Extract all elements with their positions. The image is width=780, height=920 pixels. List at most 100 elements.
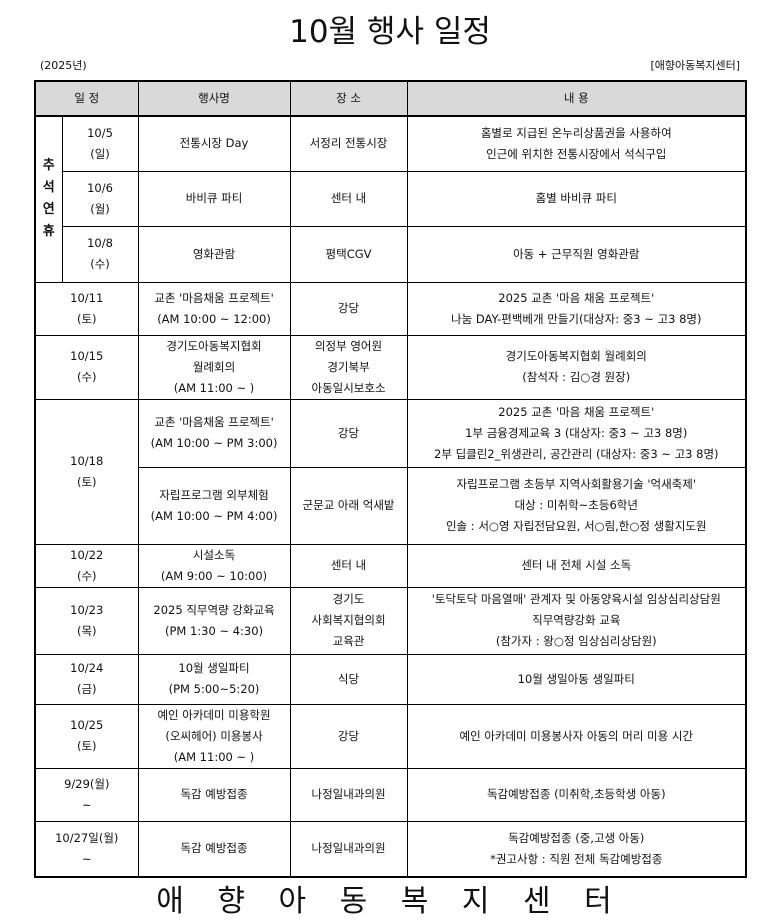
date-cell-line: ~ xyxy=(81,851,92,866)
event-cell-line: (PM 5:00~5:20) xyxy=(168,682,260,696)
place-cell: 경기도 사회복지협의회 교육관 xyxy=(289,586,408,655)
date-cell: 10/18 (토) xyxy=(34,398,139,545)
date-cell-line: (금) xyxy=(76,682,97,696)
header-event: 행사명 xyxy=(137,80,291,117)
content-cell-line: 아동 + 근무직원 영화관람 xyxy=(513,246,640,261)
content-cell-line: 인근에 위치한 전통시장에서 석식구입 xyxy=(486,146,667,161)
event-cell-line: (PM 1:30 ~ 4:30) xyxy=(164,623,264,638)
place-cell-line: 의정부 영어원 xyxy=(314,338,383,353)
date-cell-line: (수) xyxy=(76,568,97,583)
holiday-label-line: 추 xyxy=(42,158,55,174)
event-cell-line: (AM 10:00 ~ PM 3:00) xyxy=(150,436,278,450)
place-cell-line: 센터 내 xyxy=(330,191,367,205)
event-cell: 교촌 '마음채움 프로젝트' (AM 10:00 ~ PM 3:00) xyxy=(137,398,291,468)
place-cell: 강당 xyxy=(289,398,408,468)
table-row: 10/24 (금) 10월 생일파티 (PM 5:00~5:20) 식당 10월 생일아동… xyxy=(34,653,747,705)
content-cell: 예인 아카데미 미용봉사자 아동의 머리 미용 시간 xyxy=(406,703,747,769)
event-cell-line: 월례회의 xyxy=(192,359,236,374)
place-cell-line: 아동일시보호소 xyxy=(311,380,386,395)
table-row: 10/6 (월) 바비큐 파티 센터 내 홈별 바비큐 파티 xyxy=(35,170,747,227)
event-cell-line: (AM 10:00 ~ PM 4:00) xyxy=(150,508,278,523)
content-cell: 자립프로그램 초등부 지역사회활용기술 '억새축제' 대상 : 미취학~초등6학년… xyxy=(406,466,747,545)
content-cell-line: 직무역량강화 교육 xyxy=(532,613,621,627)
content-cell: 10월 생일아동 생일파티 xyxy=(406,653,747,705)
date-cell-line: (토) xyxy=(76,739,97,753)
table-row: 10/8 (수) 영화관람 평택CGV 아동 + 근무직원 영화관람 xyxy=(35,225,747,283)
event-cell: 전통시장 Day xyxy=(137,115,291,172)
content-cell: 독감예방접종 (중,고생 아동) *권고사항 : 직원 전체 독감예방접종 xyxy=(406,820,747,878)
place-cell: 나정일내과의원 xyxy=(289,820,408,878)
date-cell-line: 10/6 xyxy=(87,180,113,195)
date-cell-line: 10/15 xyxy=(70,349,104,363)
date-cell: 10/15 (수) xyxy=(34,334,139,400)
place-cell-line: 센터 내 xyxy=(330,558,367,572)
content-cell-line: 1부 금융경제교육 3 (대상자: 중3 ~ 고3 8명) xyxy=(465,425,688,440)
content-cell-line: 독감예방접종 (중,고생 아동) xyxy=(508,830,645,845)
date-cell-line: 9/29(월) xyxy=(64,776,110,791)
place-cell: 강당 xyxy=(289,281,408,336)
event-cell: 10월 생일파티 (PM 5:00~5:20) xyxy=(137,653,291,705)
place-cell: 서정리 전통시장 xyxy=(289,115,408,172)
content-cell: 경기도아동복지협회 월례회의 (참석자 : 김○경 원장) xyxy=(406,334,747,400)
date-cell-line: (토) xyxy=(76,474,97,489)
place-cell: 의정부 영어원 경기북부 아동일시보호소 xyxy=(289,334,408,400)
date-cell-line: 10/23 xyxy=(70,602,104,617)
content-cell-line: 10월 생일아동 생일파티 xyxy=(517,671,635,686)
event-cell-line: 영화관람 xyxy=(192,246,236,261)
table-row: 10/11 (토) 교촌 '마음채움 프로젝트' (AM 10:00 ~ 12:00)… xyxy=(34,281,747,336)
content-cell: 아동 + 근무직원 영화관람 xyxy=(406,225,747,283)
event-cell-line: 2025 직무역량 강화교육 xyxy=(153,602,275,617)
table-row: 9/29(월) ~ 독감 예방접종 나정일내과의원 독감예방접종 (미취학,초등학생 아… xyxy=(34,767,747,822)
date-cell-line: 10/5 xyxy=(87,125,113,140)
table-row: 자립프로그램 외부체험 (AM 10:00 ~ PM 4:00) 군문교 아래 억새… xyxy=(35,466,747,545)
content-cell-line: (참석자 : 김○경 원장) xyxy=(522,370,631,384)
event-cell-line: 바비큐 파티 xyxy=(185,191,243,205)
holiday-label-line: 석 xyxy=(42,180,55,196)
content-cell-line: 예인 아카데미 미용봉사자 아동의 머리 미용 시간 xyxy=(459,728,694,743)
place-cell-line: 군문교 아래 억새밭 xyxy=(302,498,395,512)
date-cell: 10/22 (수) xyxy=(34,543,139,588)
content-cell: 2025 교촌 '마음 채움 프로젝트' 나눔 DAY-편백베개 만들기(대상자:… xyxy=(406,281,747,336)
header-place: 장 소 xyxy=(289,80,408,117)
content-cell-line: 인솔 : 서○영 자립전담요원, 서○림,한○정 생활지도원 xyxy=(445,519,707,533)
date-cell: 10/5 (일) xyxy=(61,115,139,172)
schedule-table: 일 정 행사명 장 소 내 용 추 석 연 휴 10/5 (일) 전통시장 Day 서정리 전… xyxy=(34,80,748,878)
event-cell-line: 예인 아카데미 미용학원 xyxy=(157,707,271,722)
place-cell-line: 평택CGV xyxy=(325,246,372,261)
date-cell-line: ~ xyxy=(81,797,92,812)
header-date: 일 정 xyxy=(34,80,139,117)
table-row: 10/18 (토) 교촌 '마음채움 프로젝트' (AM 10:00 ~ PM 3:0… xyxy=(34,398,747,545)
date-cell-line: 10/22 xyxy=(70,547,104,562)
event-cell-line: (AM 10:00 ~ 12:00) xyxy=(157,311,271,326)
place-cell-line: 나정일내과의원 xyxy=(311,787,386,801)
event-cell-line: 독감 예방접종 xyxy=(180,841,248,856)
place-cell: 센터 내 xyxy=(289,170,408,227)
event-cell: 경기도아동복지협회 월례회의 (AM 11:00 ~ ) xyxy=(137,334,291,400)
table-row: 10/23 (목) 2025 직무역량 강화교육 (PM 1:30 ~ 4:30) 경기… xyxy=(34,586,747,655)
event-cell: 독감 예방접종 xyxy=(137,820,291,878)
content-cell-line: 홈별 바비큐 파티 xyxy=(535,191,617,205)
place-cell-line: 교육관 xyxy=(332,634,365,648)
content-cell-line: 자립프로그램 초등부 지역사회활용기술 '억새축제' xyxy=(456,477,696,491)
header-content: 내 용 xyxy=(406,80,747,117)
event-cell-line: (AM 11:00 ~ ) xyxy=(173,749,255,764)
year-label: (2025년) xyxy=(40,59,87,72)
event-cell: 자립프로그램 외부체험 (AM 10:00 ~ PM 4:00) xyxy=(137,466,291,545)
place-cell-line: 강당 xyxy=(337,301,360,315)
content-cell-line: 나눔 DAY-편백베개 만들기(대상자: 중3 ~ 고3 8명) xyxy=(451,311,702,326)
place-cell: 식당 xyxy=(289,653,408,705)
event-cell-line: 교촌 '마음채움 프로젝트' xyxy=(154,290,274,305)
place-cell: 군문교 아래 억새밭 xyxy=(289,466,408,545)
date-cell-line: (목) xyxy=(76,623,97,638)
table-row: 10/27일(월) ~ 독감 예방접종 나정일내과의원 독감예방접종 (중,고생 아동)… xyxy=(34,820,747,878)
date-cell-line: 10/18 xyxy=(70,453,104,468)
content-cell: 홈별로 지급된 온누리상품권을 사용하여 인근에 위치한 전통시장에서 석식구입 xyxy=(406,115,747,172)
date-cell: 10/6 (월) xyxy=(61,170,139,227)
content-cell-line: '토닥토닥 마음열매' 관계자 및 아동양육시설 임상심리상담원 xyxy=(431,592,721,606)
date-cell-line: 10/27일(월) xyxy=(55,830,119,845)
event-cell-line: 시설소독 xyxy=(192,547,236,562)
holiday-label-line: 연 xyxy=(42,202,55,218)
date-cell-line: 10/11 xyxy=(70,290,104,305)
date-cell-line: (월) xyxy=(90,201,110,216)
